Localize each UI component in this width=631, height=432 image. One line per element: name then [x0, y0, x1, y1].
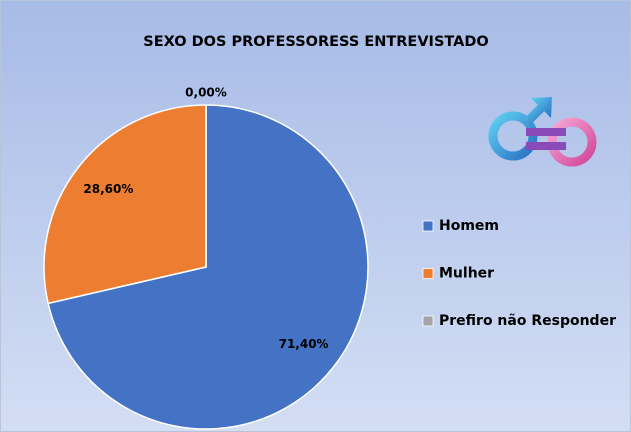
- legend-swatch: [422, 220, 434, 232]
- legend-label: Mulher: [439, 266, 494, 282]
- legend-label: Homem: [439, 218, 499, 234]
- chart-title: SEXO DOS PROFESSORESS ENTREVISTADO: [143, 34, 489, 50]
- value-label: 0,00%: [185, 86, 227, 100]
- value-label: 71,40%: [279, 337, 329, 351]
- legend-swatch: [422, 315, 434, 327]
- gender-icon: [488, 97, 597, 190]
- pie-slice: [43, 104, 207, 305]
- value-label: 28,60%: [83, 182, 133, 196]
- legend-swatch: [422, 268, 434, 279]
- pie-slice: [47, 104, 369, 430]
- legend-label: Prefiro não Responder: [439, 313, 616, 329]
